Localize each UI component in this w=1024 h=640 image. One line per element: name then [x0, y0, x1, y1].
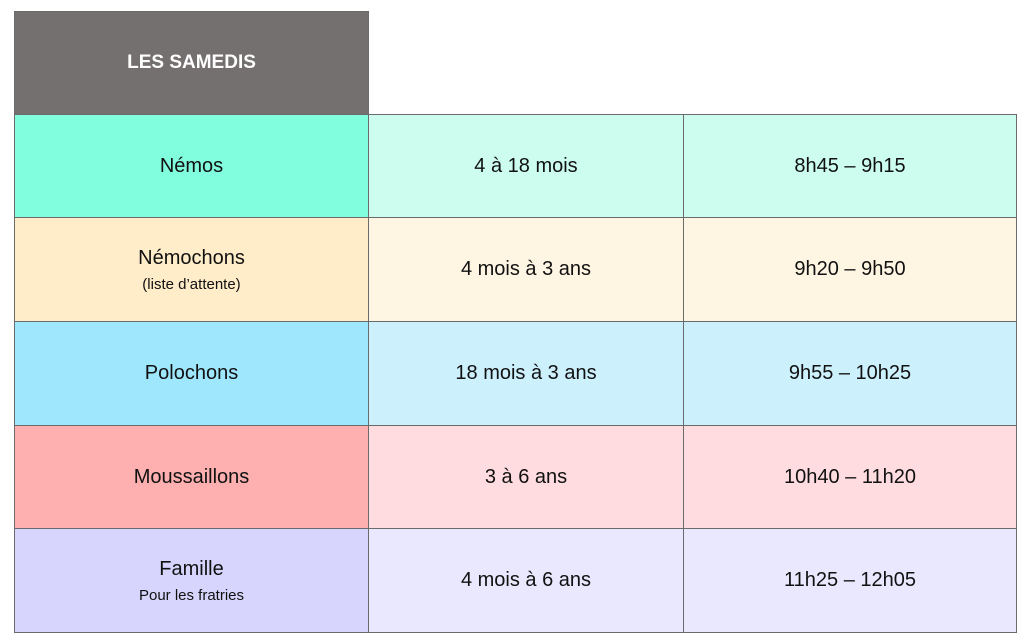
group-name: Moussaillons — [133, 465, 250, 488]
group-name: Némochons — [138, 246, 245, 269]
table-header-cell: LES SAMEDIS — [14, 11, 369, 115]
time-slot-cell: 10h40 – 11h20 — [683, 425, 1017, 529]
time-slot: 8h45 – 9h15 — [794, 154, 906, 177]
group-name-cell: Famille Pour les fratries — [14, 528, 369, 633]
age-range: 4 mois à 6 ans — [460, 569, 592, 591]
time-slot: 10h40 – 11h20 — [784, 465, 916, 488]
header-title: LES SAMEDIS — [127, 52, 256, 73]
time-slot: 11h25 – 12h05 — [784, 569, 916, 591]
time-slot-cell: 11h25 – 12h05 — [683, 528, 1017, 633]
group-name-cell: Polochons — [14, 321, 369, 426]
group-name-cell: Némos — [14, 114, 369, 218]
group-name: Famille — [159, 557, 224, 580]
age-range-cell: 4 à 18 mois — [368, 114, 684, 218]
age-range-cell: 4 mois à 3 ans — [368, 217, 684, 322]
time-slot: 9h55 – 10h25 — [788, 362, 912, 384]
age-range-cell: 3 à 6 ans — [368, 425, 684, 529]
age-range: 18 mois à 3 ans — [455, 362, 597, 384]
age-range: 4 à 18 mois — [474, 154, 578, 177]
time-slot: 9h20 – 9h50 — [794, 258, 906, 280]
age-range: 3 à 6 ans — [484, 465, 568, 488]
time-slot-cell: 8h45 – 9h15 — [683, 114, 1017, 218]
group-name: Polochons — [144, 362, 239, 384]
time-slot-cell: 9h55 – 10h25 — [683, 321, 1017, 426]
group-name-cell: Némochons (liste d’attente) — [14, 217, 369, 322]
group-note: (liste d’attente) — [142, 275, 241, 293]
age-range: 4 mois à 3 ans — [460, 258, 592, 280]
time-slot-cell: 9h20 – 9h50 — [683, 217, 1017, 322]
age-range-cell: 18 mois à 3 ans — [368, 321, 684, 426]
group-note: Pour les fratries — [138, 586, 245, 604]
group-name: Némos — [159, 154, 224, 177]
age-range-cell: 4 mois à 6 ans — [368, 528, 684, 633]
group-name-cell: Moussaillons — [14, 425, 369, 529]
